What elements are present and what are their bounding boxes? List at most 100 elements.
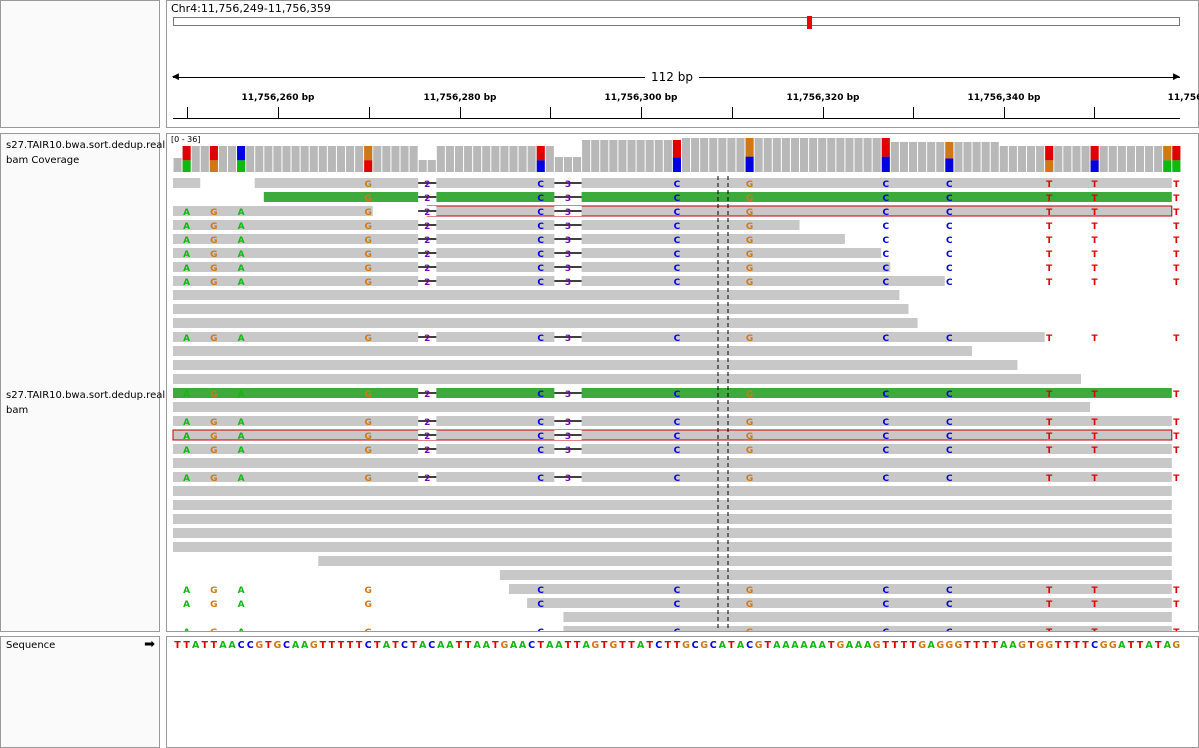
coverage-track-name[interactable]: s27.TAIR10.bwa.sort.dedup.real bam Cover… (6, 140, 166, 166)
sequence-base: T (374, 640, 381, 651)
sequence-base: T (1137, 640, 1144, 651)
read-mismatch: G (746, 194, 753, 204)
read-mismatch: G (746, 474, 753, 484)
header-name-panel (0, 0, 160, 128)
read-mismatch: C (882, 180, 889, 190)
alignment-view[interactable]: 2 32 32 32 32 32 32 32 32 32 32 32 32 32 3G C C G C C T T TG C C… (167, 134, 1199, 632)
read-mismatch: C (882, 390, 889, 400)
read (173, 542, 1172, 552)
deletion-length: 2 (424, 446, 430, 456)
read-mismatch: G (210, 236, 217, 246)
coverage-mismatch (536, 146, 545, 161)
read-mismatch: C (674, 264, 681, 274)
read-mismatch: T (1173, 334, 1180, 344)
read-mismatch: T (1173, 278, 1180, 288)
span-right-arrow: ▶ (1173, 72, 1180, 82)
sequence-base: G (1109, 640, 1117, 651)
coverage-mismatch (1163, 146, 1172, 161)
read-mismatch: G (365, 264, 372, 274)
coverage-bar (554, 157, 563, 172)
sequence-base: A (864, 640, 872, 651)
sequence-base: A (228, 640, 236, 651)
read (173, 416, 1172, 426)
sequence-base: T (828, 640, 835, 651)
read-mismatch: T (1046, 208, 1053, 218)
read-mismatch: G (365, 194, 372, 204)
read-mismatch: G (210, 628, 217, 632)
coverage-bar (872, 138, 881, 172)
sequence-base: A (483, 640, 491, 651)
deletion-length: 3 (565, 194, 571, 204)
read-mismatch: T (1092, 208, 1099, 218)
sequence-base: T (410, 640, 417, 651)
read-mismatch: C (674, 628, 681, 632)
coverage-bar (999, 146, 1008, 172)
sequence-base: G (1172, 640, 1180, 651)
coverage-bar (645, 140, 654, 172)
ruler-tick (369, 107, 370, 118)
read-mismatch: C (537, 586, 544, 596)
read-mismatch: A (183, 600, 190, 610)
read-mismatch: C (946, 180, 953, 190)
coverage-mismatch (209, 146, 218, 161)
read-mismatch: C (537, 334, 544, 344)
coverage-bar (573, 157, 582, 172)
coverage-bar (409, 146, 418, 172)
sequence-base: G (682, 640, 690, 651)
read-mismatch: G (365, 208, 372, 218)
sequence-track-name[interactable]: Sequence (6, 640, 56, 651)
sequence-base: T (601, 640, 608, 651)
read-mismatch: G (210, 418, 217, 428)
read-mismatch: C (882, 600, 889, 610)
read-mismatch: C (537, 628, 544, 632)
read-mismatch: T (1092, 446, 1099, 456)
read-mismatch: T (1173, 474, 1180, 484)
coverage-bar (391, 146, 400, 172)
read-mismatch: A (238, 208, 245, 218)
deletion-length: 2 (424, 194, 430, 204)
read-mismatch: C (674, 278, 681, 288)
read (173, 374, 1081, 384)
read-mismatch: C (882, 194, 889, 204)
sequence-base: G (1100, 640, 1108, 651)
sequence-base: C (365, 640, 372, 651)
chromosome-ideogram[interactable] (173, 16, 1180, 29)
sequence-base: A (846, 640, 854, 651)
coverage-bar (763, 138, 772, 172)
sequence-name-panel: Sequence ➡ (0, 636, 160, 748)
coverage-bar (663, 140, 672, 172)
coverage-bar (582, 140, 591, 172)
read-mismatch: G (365, 250, 372, 260)
sequence-base: T (329, 640, 336, 651)
read-mismatch: C (674, 236, 681, 246)
read-mismatch: C (537, 390, 544, 400)
sequence-base: T (574, 640, 581, 651)
sequence-base: G (1018, 640, 1026, 651)
coverage-bar (936, 142, 945, 172)
sequence-base: G (836, 640, 844, 651)
sequence-base: T (619, 640, 626, 651)
strand-arrow-icon[interactable]: ➡ (144, 637, 155, 652)
coverage-bar (654, 140, 663, 172)
sequence-base: G (501, 640, 509, 651)
alignment-track-name[interactable]: s27.TAIR10.bwa.sort.dedup.real bam (6, 390, 166, 416)
sequence-base: T (1064, 640, 1071, 651)
coverage-mismatch (237, 160, 246, 172)
deletion-length: 3 (565, 474, 571, 484)
coverage-bar (1099, 146, 1108, 172)
read-mismatch: G (746, 250, 753, 260)
sequence-base: C (528, 640, 535, 651)
read (173, 234, 845, 244)
sequence-base: A (773, 640, 781, 651)
sequence-base: A (1145, 640, 1153, 651)
coverage-bar (908, 142, 918, 172)
sequence-base: T (492, 640, 499, 651)
coverage-mismatch (182, 160, 191, 172)
coverage-mismatch (1090, 160, 1099, 172)
read-mismatch: T (1092, 264, 1099, 274)
coverage-bar (927, 142, 936, 172)
sequence-base: C (1091, 640, 1098, 651)
coverage-bar (818, 138, 827, 172)
